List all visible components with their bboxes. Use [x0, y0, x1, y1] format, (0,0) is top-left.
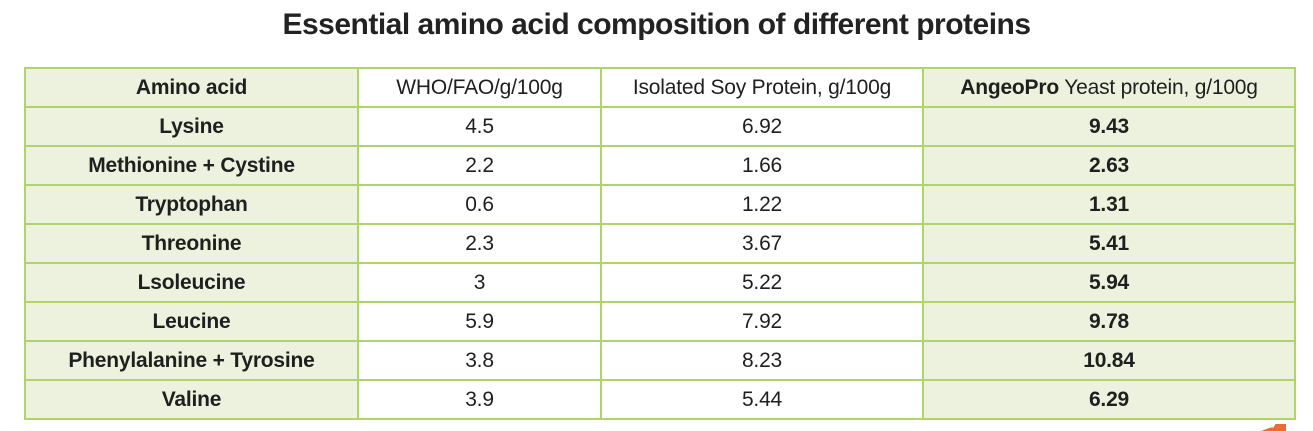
- cell-amino-acid-name: Threonine: [24, 223, 359, 264]
- table-row: Tryptophan 0.6 1.22 1.31: [24, 184, 1296, 225]
- cell-angeopro-value: 10.84: [922, 340, 1296, 381]
- cell-isolated-soy-value: 7.92: [600, 301, 924, 342]
- cell-who-fao-value: 2.3: [357, 223, 602, 264]
- cell-isolated-soy-value: 3.67: [600, 223, 924, 264]
- table-body: Lysine 4.5 6.92 9.43 Methionine + Cystin…: [24, 106, 1296, 420]
- cell-angeopro-value: 9.78: [922, 301, 1296, 342]
- cell-amino-acid-name: Phenylalanine + Tyrosine: [24, 340, 359, 381]
- cell-who-fao-value: 3.9: [357, 379, 602, 420]
- cell-amino-acid-name: Lysine: [24, 106, 359, 147]
- cell-isolated-soy-value: 1.22: [600, 184, 924, 225]
- cell-amino-acid-name: Leucine: [24, 301, 359, 342]
- cell-angeopro-value: 1.31: [922, 184, 1296, 225]
- cell-amino-acid-name: Valine: [24, 379, 359, 420]
- cell-angeopro-value: 2.63: [922, 145, 1296, 186]
- table-row: Methionine + Cystine 2.2 1.66 2.63: [24, 145, 1296, 186]
- cell-amino-acid-name: Methionine + Cystine: [24, 145, 359, 186]
- table-row: Valine 3.9 5.44 6.29: [24, 379, 1296, 420]
- cell-isolated-soy-value: 5.22: [600, 262, 924, 303]
- amino-acid-table: Amino acid WHO/FAO/g/100g Isolated Soy P…: [24, 67, 1296, 420]
- table-row: Phenylalanine + Tyrosine 3.8 8.23 10.84: [24, 340, 1296, 381]
- cell-who-fao-value: 3.8: [357, 340, 602, 381]
- header-row: Amino acid WHO/FAO/g/100g Isolated Soy P…: [24, 67, 1296, 108]
- table-row: Lysine 4.5 6.92 9.43: [24, 106, 1296, 147]
- cell-isolated-soy-value: 6.92: [600, 106, 924, 147]
- cell-isolated-soy-value: 5.44: [600, 379, 924, 420]
- column-header-angeopro-yeast-protein: AngeoPro Yeast protein, g/100g: [922, 67, 1296, 108]
- cell-angeopro-value: 9.43: [922, 106, 1296, 147]
- cell-who-fao-value: 5.9: [357, 301, 602, 342]
- cell-isolated-soy-value: 1.66: [600, 145, 924, 186]
- cell-angeopro-value: 5.94: [922, 262, 1296, 303]
- cell-who-fao-value: 2.2: [357, 145, 602, 186]
- angeopro-units-label: Yeast protein, g/100g: [1058, 75, 1258, 99]
- page-title: Essential amino acid composition of diff…: [282, 8, 1031, 41]
- angeopro-brand-label: AngeoPro: [960, 75, 1059, 99]
- table-row: Lsoleucine 3 5.22 5.94: [24, 262, 1296, 303]
- column-header-who-fao: WHO/FAO/g/100g: [357, 67, 602, 108]
- cell-isolated-soy-value: 8.23: [600, 340, 924, 381]
- cell-angeopro-value: 6.29: [922, 379, 1296, 420]
- table-row: Threonine 2.3 3.67 5.41: [24, 223, 1296, 264]
- cell-angeopro-value: 5.41: [922, 223, 1296, 264]
- cell-amino-acid-name: Tryptophan: [24, 184, 359, 225]
- orange-corner-decoration: [1261, 424, 1286, 431]
- column-header-isolated-soy-protein: Isolated Soy Protein, g/100g: [600, 67, 924, 108]
- column-header-amino-acid: Amino acid: [24, 67, 359, 108]
- table-row: Leucine 5.9 7.92 9.78: [24, 301, 1296, 342]
- cell-who-fao-value: 3: [357, 262, 602, 303]
- cell-who-fao-value: 4.5: [357, 106, 602, 147]
- cell-who-fao-value: 0.6: [357, 184, 602, 225]
- cell-amino-acid-name: Lsoleucine: [24, 262, 359, 303]
